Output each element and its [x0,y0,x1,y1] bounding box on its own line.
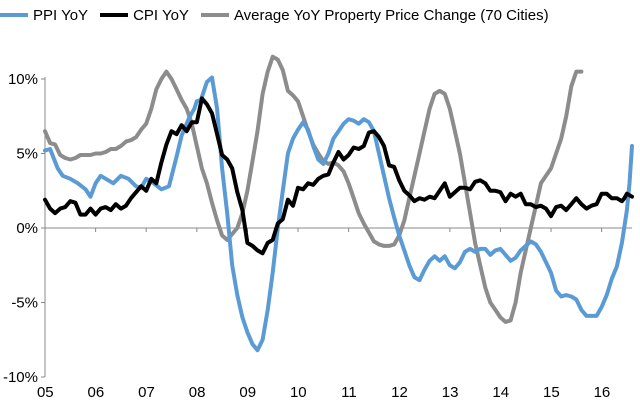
legend: PPI YoY CPI YoY Average YoY Property Pri… [0,4,561,26]
x-tick-label: 06 [88,384,105,401]
legend-item-cpi: CPI YoY [100,7,189,24]
y-tick-label: 5% [16,146,38,163]
x-tick-label: 15 [543,384,560,401]
legend-swatch-property [200,13,229,17]
x-tick-label: 11 [341,384,357,401]
y-tick-label: -10% [3,369,38,386]
legend-label-ppi: PPI YoY [33,6,89,24]
x-tick-label: 16 [594,384,611,401]
legend-swatch-ppi [0,13,28,17]
x-tick-label: 08 [189,384,206,401]
x-tick-label: 10 [290,384,307,401]
x-tick-label: 05 [37,384,54,401]
series-line-cpi [43,96,634,256]
y-tick-label: 0% [16,220,38,237]
legend-item-property: Average YoY Property Price Change (70 Ci… [200,6,549,24]
y-tick-label: -5% [11,295,38,312]
legend-label-property: Average YoY Property Price Change (70 Ci… [233,6,549,24]
legend-swatch-cpi [100,13,129,17]
x-tick-label: 12 [391,384,408,401]
x-tick-label: 13 [442,384,459,401]
series-line-ppi [43,75,634,353]
legend-label-cpi: CPI YoY [133,6,189,24]
x-tick-label: 14 [492,384,509,401]
series-line-property [43,54,584,324]
x-tick-label: 07 [138,384,155,401]
y-tick-label: 10% [8,71,38,88]
legend-item-ppi: PPI YoY [0,7,88,24]
x-tick-label: 09 [239,384,256,401]
series-group [43,54,634,353]
axes: 10% 5% 0% -5% -10%05 06 07 08 09 10 11 12 13 14 15 16 [3,71,632,401]
